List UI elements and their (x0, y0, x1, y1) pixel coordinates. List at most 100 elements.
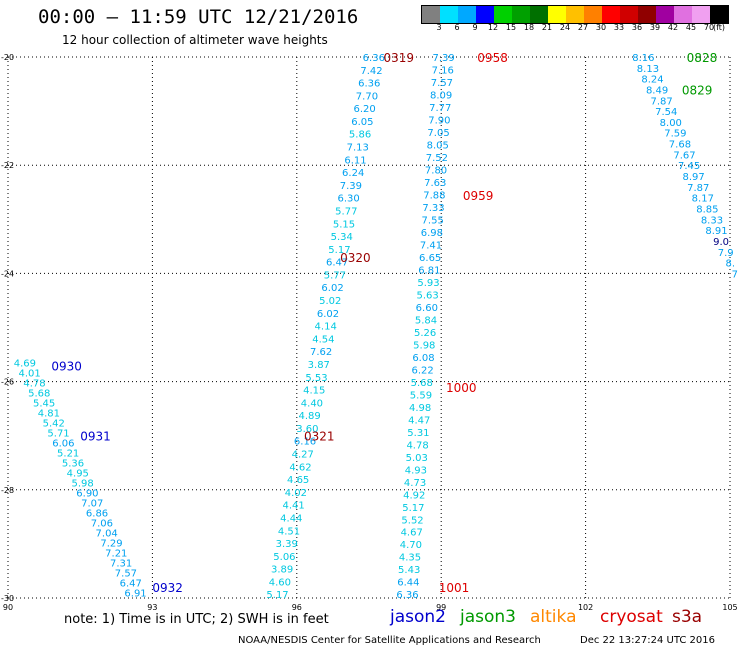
wave-height-value: 8.85 (696, 204, 718, 215)
wave-height-value: 6.47 (326, 258, 348, 269)
wave-height-value: 4.54 (312, 334, 334, 345)
legend-swatch (530, 6, 548, 23)
wave-height-value: 5.45 (33, 399, 55, 410)
wave-height-value: 5.68 (411, 378, 433, 389)
wave-height-value: 7.77 (429, 103, 451, 114)
legend-swatch (692, 6, 710, 23)
mission-jason2: jason2 (390, 607, 446, 627)
wave-height-value: 5.68 (28, 389, 50, 400)
y-tick-label: -26 (1, 378, 14, 387)
wave-height-value: 7.68 (669, 140, 691, 151)
wave-height-value: 5.98 (71, 479, 93, 490)
x-tick-label: 96 (292, 603, 302, 612)
wave-height-value: 5.21 (57, 449, 79, 460)
wave-height-value: 6.22 (411, 365, 433, 376)
wave-height-value: 5.34 (331, 232, 353, 243)
wave-height-value: 8.00 (660, 118, 682, 129)
pass-time-label: 0958 (477, 51, 508, 65)
wave-height-value: 6.16 (294, 437, 316, 448)
wave-height-value: 6.47 (120, 579, 142, 590)
wave-height-value: 5.59 (410, 390, 432, 401)
legend-swatch (566, 6, 584, 23)
wave-height-value: 7.57 (431, 78, 453, 89)
wave-height-value: 7.33 (422, 203, 444, 214)
wave-height-value: 6.86 (86, 509, 108, 520)
pass-time-label: 1000 (446, 381, 477, 395)
wave-height-value: 7.88 (423, 190, 445, 201)
legend-unit: (ft) (713, 23, 726, 32)
legend-swatch (656, 6, 674, 23)
mission-s3a: s3a (672, 607, 703, 627)
legend-swatch (620, 6, 638, 23)
wave-height-value: 7.39 (340, 181, 362, 192)
wave-height-value: 4.47 (408, 415, 430, 426)
wave-height-value: 7.67 (673, 150, 695, 161)
wave-height-value: 6.08 (412, 353, 434, 364)
wave-height-value: 6.91 (124, 589, 146, 600)
generation-timestamp: Dec 22 13:27:24 UTC 2016 (580, 635, 715, 646)
wave-height-value: 7.70 (356, 91, 378, 102)
chart-title: 00:00 – 11:59 UTC 12/21/2016 (38, 6, 359, 28)
wave-height-value: 5.43 (398, 565, 420, 576)
wave-height-value: 5.77 (335, 206, 357, 217)
wave-height-value: 7.39 (432, 53, 454, 64)
wave-height-value: 7.04 (96, 529, 118, 540)
legend-swatch (512, 6, 530, 23)
wave-height-value: 8.17 (692, 194, 714, 205)
wave-height-value: 7.55 (422, 215, 444, 226)
legend-label: 39 (649, 23, 661, 32)
wave-height-value: 4.62 (289, 462, 311, 473)
wave-height-value: 3.60 (296, 424, 318, 435)
wave-height-value: 7.45 (678, 161, 700, 172)
wave-height-value: 8.13 (637, 64, 659, 75)
legend-swatch (710, 6, 728, 23)
legend-label: 42 (667, 23, 679, 32)
wave-height-value: 4.81 (38, 409, 60, 420)
wave-height-value: 6.20 (354, 104, 376, 115)
x-tick-label: 102 (578, 603, 593, 612)
wave-height-value: 6.98 (421, 228, 443, 239)
wave-height-value: 6.36 (396, 590, 418, 601)
wave-height-value: 8.09 (430, 90, 452, 101)
wave-height-value: 5.03 (406, 453, 428, 464)
wave-height-value: 3.89 (271, 565, 293, 576)
wave-height-value: 6.65 (419, 253, 441, 264)
wave-height-value: 7.52 (426, 153, 448, 164)
y-tick-label: -22 (1, 161, 14, 170)
wave-height-value: 6.02 (321, 283, 343, 294)
mission-cryosat: cryosat (600, 607, 663, 627)
wave-height-value: 5.63 (417, 290, 439, 301)
wave-height-value: 5.42 (43, 419, 65, 430)
wave-height-value: 8.49 (646, 85, 668, 96)
wave-height-value: 5.17 (328, 245, 350, 256)
wave-height-value: 8. (725, 259, 735, 270)
wave-height-value: 4.01 (19, 369, 41, 380)
wave-height-value: 5.06 (273, 552, 295, 563)
wave-height-value: 6.36 (363, 53, 385, 64)
footnote: note: 1) Time is in UTC; 2) SWH is in fe… (64, 612, 329, 627)
pass-time-label: 0932 (152, 581, 183, 595)
legend-label: 45 (685, 23, 697, 32)
wave-height-value: 9.0 (713, 237, 729, 248)
wave-height-value: 4.73 (404, 478, 426, 489)
x-tick-label: 105 (722, 603, 737, 612)
wave-height-value: 4.40 (301, 398, 323, 409)
legend-label: 9 (472, 23, 478, 32)
y-tick-label: -28 (1, 486, 14, 495)
wave-height-value: 5.71 (47, 429, 69, 440)
wave-height-value: 7.57 (115, 569, 137, 580)
wave-height-value: 4.51 (278, 526, 300, 537)
wave-height-value: 7.54 (655, 107, 677, 118)
wave-height-value: 7.41 (420, 240, 442, 251)
wave-height-value: 8.16 (632, 53, 654, 64)
wave-height-value: 7.63 (424, 178, 446, 189)
credit-line: NOAA/NESDIS Center for Satellite Applica… (238, 635, 541, 646)
x-tick-label: 93 (147, 603, 157, 612)
wave-height-value: 8.24 (641, 75, 663, 86)
legend-swatch (674, 6, 692, 23)
wave-height-value: 7.05 (427, 128, 449, 139)
wave-height-value: 5.86 (349, 130, 371, 141)
legend-label: 33 (613, 23, 625, 32)
wave-height-value: 4.93 (405, 465, 427, 476)
